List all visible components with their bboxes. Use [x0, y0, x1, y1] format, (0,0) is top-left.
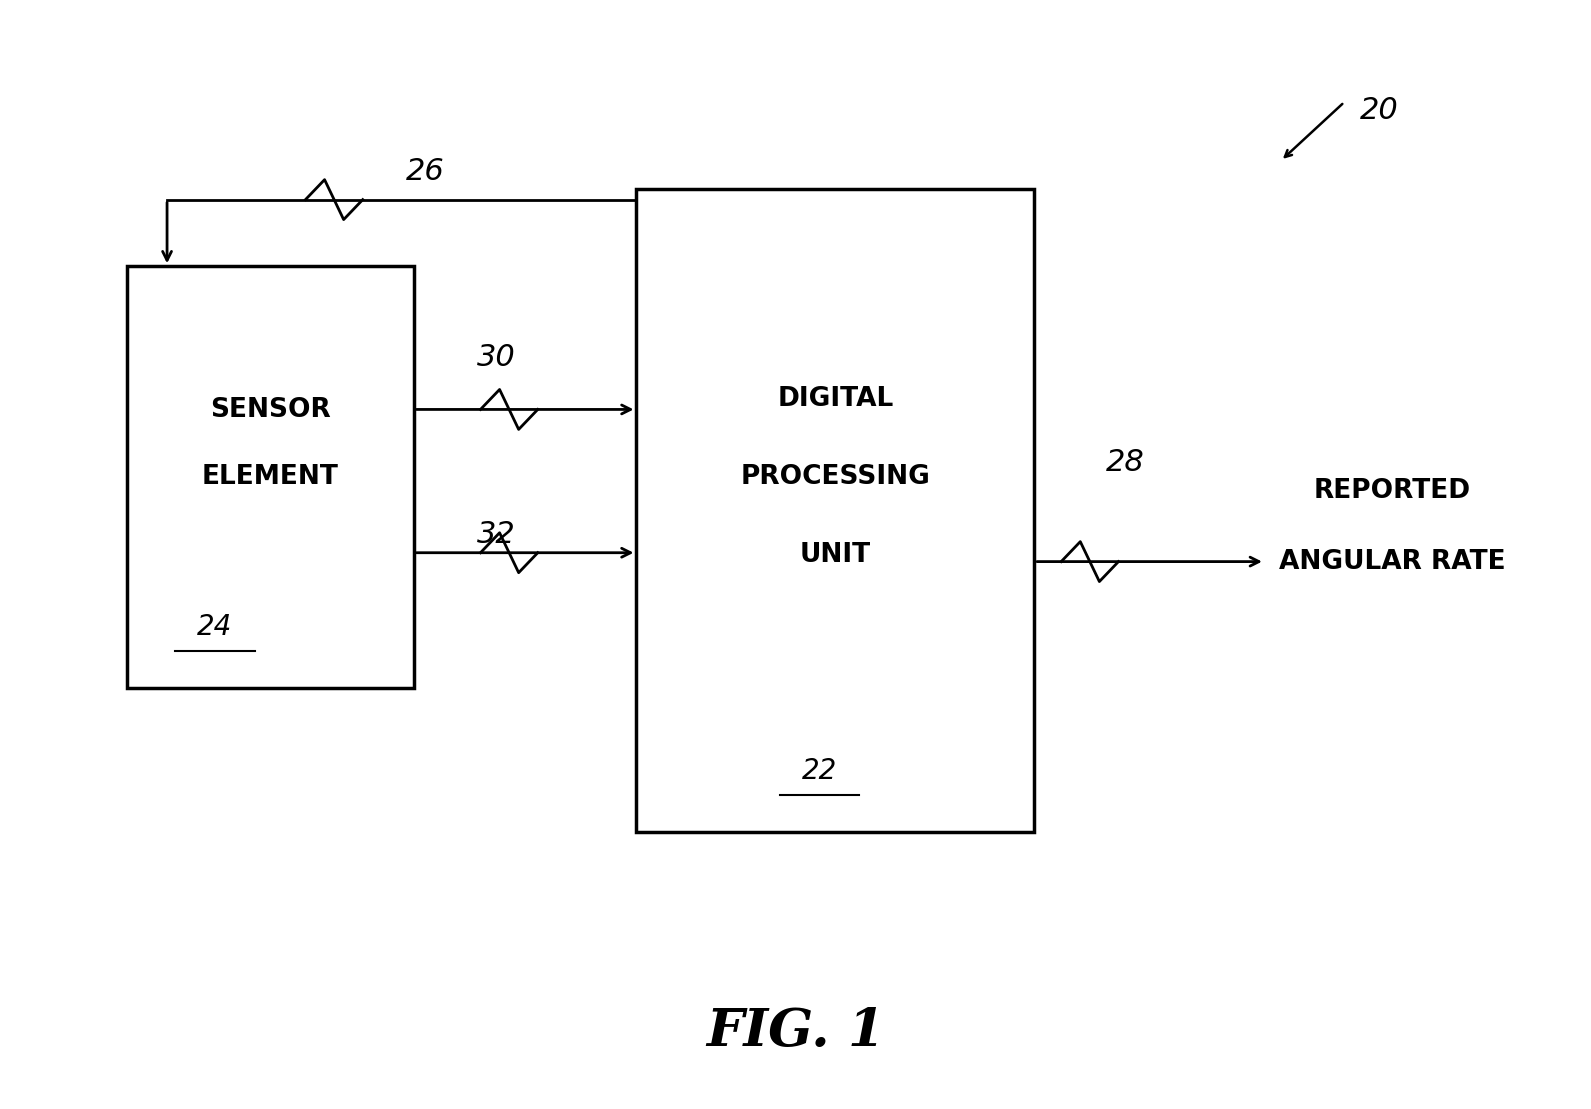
- Text: ANGULAR RATE: ANGULAR RATE: [1279, 549, 1505, 576]
- Text: 20: 20: [1360, 96, 1398, 125]
- Text: 24: 24: [197, 612, 232, 641]
- Text: UNIT: UNIT: [800, 541, 870, 568]
- Text: SENSOR: SENSOR: [210, 397, 331, 424]
- Text: PROCESSING: PROCESSING: [740, 464, 931, 490]
- Text: 22: 22: [802, 756, 837, 785]
- Text: ELEMENT: ELEMENT: [202, 464, 339, 490]
- Text: 32: 32: [477, 520, 515, 549]
- FancyBboxPatch shape: [636, 189, 1034, 832]
- Text: REPORTED: REPORTED: [1314, 478, 1470, 505]
- Text: 28: 28: [1106, 448, 1144, 477]
- FancyBboxPatch shape: [127, 266, 414, 688]
- Text: 26: 26: [406, 157, 444, 186]
- Text: DIGITAL: DIGITAL: [776, 386, 894, 413]
- Text: 30: 30: [477, 343, 515, 372]
- Text: FIG. 1: FIG. 1: [706, 1006, 885, 1057]
